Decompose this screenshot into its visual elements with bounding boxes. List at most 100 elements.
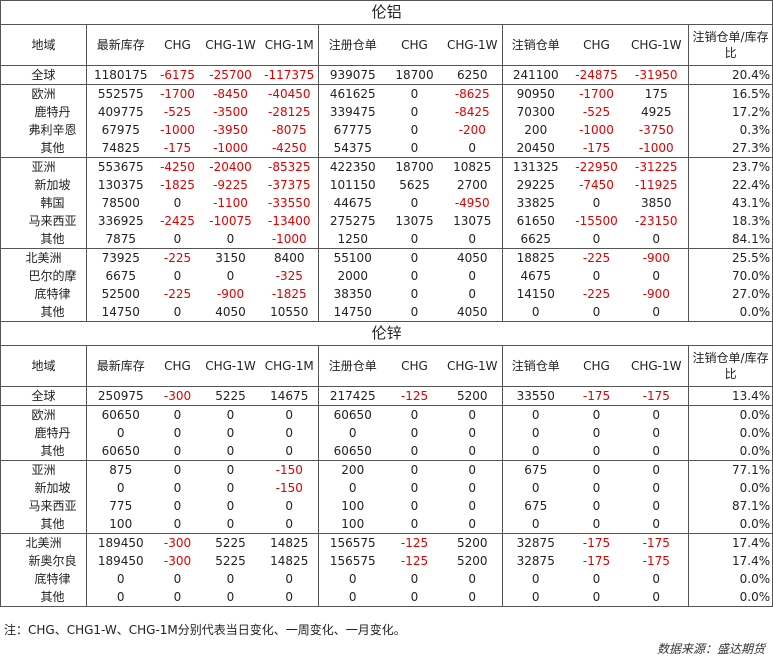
column-header: 注销仓单 — [502, 24, 569, 66]
value-cell: 0 — [173, 232, 182, 246]
region-cell: 鹿特丹 — [0, 424, 87, 442]
value-cell: -7450 — [579, 178, 614, 192]
section-title-row: 伦锌 — [0, 321, 773, 346]
value-cell: 0 — [652, 481, 661, 495]
value-cell: 54375 — [318, 139, 387, 158]
value-cell: 130375 — [86, 176, 155, 194]
value-cell: 27.3% — [687, 139, 773, 158]
value-cell: 52500 — [86, 285, 155, 303]
value-cell: 0 — [502, 405, 569, 424]
value-cell: 0 — [154, 405, 201, 424]
value-cell: 200 — [318, 460, 387, 479]
value-cell: 0 — [468, 232, 477, 246]
value-cell: 875 — [86, 460, 155, 479]
value-cell: 0 — [226, 499, 235, 513]
value-cell: -125 — [400, 554, 429, 568]
value-cell: -175 — [582, 554, 611, 568]
value-cell: 5200 — [442, 533, 503, 552]
value-cell: 7875 — [86, 230, 155, 249]
value-cell: 0 — [624, 460, 689, 479]
table-row: 底特律 0 0 0 0 0 0 0 0 0 0 0.0% — [0, 570, 773, 588]
value-cell: -225 — [154, 248, 201, 267]
value-cell: 100 — [86, 515, 155, 534]
value-cell: -22950 — [568, 157, 625, 176]
value-cell: 14150 — [502, 285, 569, 303]
value-cell: 0 — [442, 588, 503, 607]
header-row: 地域 最新库存 CHG CHG-1W CHG-1M 注册仓单 CHG CHG-1W 注销仓单 CH… — [0, 345, 773, 387]
value-cell: 23.7% — [687, 157, 773, 176]
value-cell: 90950 — [502, 84, 569, 103]
value-cell: -200 — [458, 123, 486, 137]
section-title-row: 伦铝 — [0, 0, 773, 25]
value-cell: 0 — [468, 269, 477, 283]
value-cell: -175 — [568, 533, 625, 552]
value-cell: 0 — [285, 499, 294, 513]
table-row: 韩国 78500 0 -1100 -33550 44675 0 -4950 33825 0 3850… — [0, 194, 773, 212]
value-cell: 0 — [260, 588, 319, 607]
value-cell: 0 — [502, 424, 569, 442]
value-cell: 60650 — [86, 405, 155, 424]
value-cell: 241100 — [502, 65, 569, 85]
value-cell: 0 — [386, 588, 443, 607]
table-row: 鹿特丹 409775 -525 -3500 -28125 339475 0 -8425 7030… — [0, 103, 773, 121]
value-cell: -175 — [582, 389, 611, 403]
table-row: 北美洲 189450 -300 5225 14825 156575 -125 5200 3287… — [0, 533, 773, 552]
value-cell: 0 — [226, 232, 235, 246]
value-cell: 70300 — [502, 103, 569, 121]
value-cell: 0 — [468, 499, 477, 513]
value-cell: 0 — [410, 499, 419, 513]
value-cell: 0 — [285, 426, 294, 440]
value-cell: 0 — [468, 426, 477, 440]
value-cell: 0 — [318, 570, 387, 588]
value-cell: -25700 — [209, 68, 252, 82]
value-cell: 43.1% — [687, 194, 773, 212]
value-cell: -4250 — [154, 157, 201, 176]
value-cell: 44675 — [318, 194, 387, 212]
value-cell: -1000 — [160, 123, 195, 137]
value-cell: 70.0% — [687, 267, 773, 285]
value-cell: 189450 — [86, 533, 155, 552]
value-cell: 100 — [318, 515, 387, 534]
table-row: 欧洲 552575 -1700 -8450 -40450 461625 0 -8625 9095… — [0, 84, 773, 103]
value-cell: 4050 — [442, 248, 503, 267]
value-cell: 422350 — [318, 157, 387, 176]
table-row: 其他 0 0 0 0 0 0 0 0 0 0 0.0% — [0, 588, 773, 607]
value-cell: 0 — [410, 287, 419, 301]
value-cell: 0 — [502, 303, 569, 322]
column-header: 注册仓单 — [318, 24, 387, 66]
value-cell: 20.4% — [687, 65, 773, 85]
value-cell: 675 — [502, 497, 569, 515]
value-cell: 200 — [502, 121, 569, 139]
value-cell: 189450 — [86, 552, 155, 570]
value-cell: -1825 — [271, 287, 307, 301]
value-cell: 0 — [226, 269, 235, 283]
value-cell: 0 — [173, 517, 182, 531]
value-cell: 0 — [410, 196, 419, 210]
value-cell: 18.3% — [687, 212, 773, 230]
value-cell: -31225 — [624, 157, 689, 176]
value-cell: 775 — [86, 497, 155, 515]
region-cell: 马来西亚 — [0, 212, 87, 230]
value-cell: 0.0% — [687, 588, 773, 607]
column-header: 地域 — [0, 345, 87, 387]
table-row: 亚洲 553675 -4250 -20400 -85325 422350 18700 1082… — [0, 157, 773, 176]
value-cell: -300 — [163, 389, 192, 403]
value-cell: 0 — [285, 444, 294, 458]
region-cell: 新加坡 — [0, 176, 87, 194]
value-cell: 32875 — [502, 533, 569, 552]
region-cell: 鹿特丹 — [0, 103, 87, 121]
value-cell: 6250 — [456, 68, 488, 82]
region-cell: 底特律 — [0, 570, 87, 588]
table-row: 马来西亚 336925 -2425 -10075 -13400 275275 13075 13… — [0, 212, 773, 230]
column-header: CHG-1W — [442, 24, 503, 66]
value-cell: 0 — [226, 426, 235, 440]
value-cell: 3150 — [200, 248, 261, 267]
value-cell: 10550 — [260, 303, 319, 322]
value-cell: 33825 — [502, 194, 569, 212]
section-title: 伦铝 — [0, 0, 773, 25]
value-cell: -525 — [582, 105, 611, 119]
value-cell: 0 — [624, 303, 689, 322]
value-cell: 0 — [468, 572, 477, 586]
table-row: 巴尔的摩 6675 0 0 -325 2000 0 0 4675 0 0 70.0% — [0, 267, 773, 285]
value-cell: -3500 — [213, 105, 248, 119]
